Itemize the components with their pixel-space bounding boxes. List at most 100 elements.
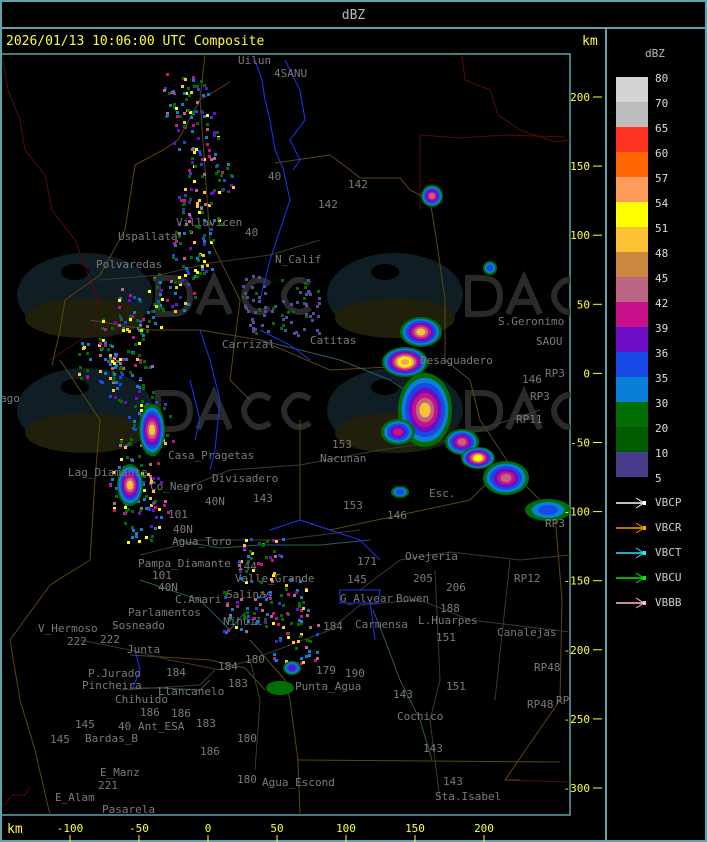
echo-pixel	[309, 293, 312, 296]
storm-cell	[538, 505, 558, 515]
echo-pixel	[143, 498, 146, 501]
echo-pixel	[157, 462, 160, 465]
lake-shore	[259, 329, 311, 361]
echo-pixel	[223, 179, 226, 182]
echo-pixel	[131, 526, 134, 529]
echo-pixel	[182, 210, 185, 213]
echo-pixel	[251, 552, 254, 555]
echo-pixel	[157, 300, 160, 303]
legend-value: 10	[655, 447, 669, 460]
echo-pixel	[136, 319, 139, 322]
echo-pixel	[140, 507, 143, 510]
echo-pixel	[220, 174, 223, 177]
echo-pixel	[290, 578, 293, 581]
place-label: Sta.Isabel	[435, 790, 501, 803]
echo-pixel	[150, 481, 153, 484]
road	[99, 239, 321, 281]
place-label: 40N	[158, 581, 178, 594]
echo-pixel	[151, 310, 154, 313]
echo-pixel	[183, 202, 186, 205]
echo-pixel	[135, 535, 138, 538]
echo-pixel	[306, 639, 309, 642]
echo-pixel	[273, 657, 276, 660]
echo-pixel	[196, 275, 199, 278]
echo-pixel	[109, 484, 112, 487]
echo-pixel	[200, 163, 203, 166]
echo-pixel	[228, 619, 231, 622]
echo-pixel	[299, 635, 302, 638]
echo-pixel	[129, 318, 132, 321]
echo-pixel	[230, 174, 233, 177]
echo-pixel	[262, 544, 265, 547]
echo-pixel	[300, 620, 303, 623]
echo-pixel	[195, 148, 198, 151]
echo-pixel	[284, 329, 287, 332]
echo-pixel	[180, 199, 183, 202]
echo-pixel	[173, 106, 176, 109]
echo-pixel	[190, 188, 193, 191]
place-label: 221	[98, 779, 118, 792]
place-label: 186	[200, 745, 220, 758]
echo-pixel	[175, 240, 178, 243]
lake-shore	[199, 329, 221, 471]
echo-pixel	[155, 516, 158, 519]
echo-pixel	[265, 556, 268, 559]
echo-pixel	[293, 594, 296, 597]
echo-pixel	[120, 400, 123, 403]
echo-pixel	[142, 384, 145, 387]
echo-pixel	[270, 578, 273, 581]
echo-pixel	[145, 507, 148, 510]
echo-pixel	[140, 404, 143, 407]
echo-pixel	[189, 111, 192, 114]
echo-pixel	[154, 506, 157, 509]
radar-name: VBCU	[655, 571, 682, 584]
echo-pixel	[179, 296, 182, 299]
echo-pixel	[252, 299, 255, 302]
legend-value: 51	[655, 222, 669, 235]
echo-pixel	[309, 640, 312, 643]
echo-pixel	[282, 626, 285, 629]
echo-pixel	[116, 360, 119, 363]
echo-pixel	[142, 318, 145, 321]
place-label: Canalejas	[497, 626, 557, 639]
echo-pixel	[151, 535, 154, 538]
echo-pixel	[138, 455, 141, 458]
place-label: Junta	[127, 643, 160, 656]
place-label: Nihuil	[223, 615, 263, 628]
place-label: 184	[323, 620, 343, 633]
place-label: RP3	[545, 517, 565, 530]
echo-pixel	[226, 604, 229, 607]
echo-pixel	[199, 153, 202, 156]
echo-pixel	[126, 328, 129, 331]
echo-pixel	[187, 283, 190, 286]
echo-pixel	[246, 296, 249, 299]
echo-pixel	[245, 570, 248, 573]
echo-pixel	[143, 489, 146, 492]
echo-pixel	[240, 577, 243, 580]
echo-pixel	[203, 260, 206, 263]
echo-pixel	[152, 509, 155, 512]
echo-pixel	[293, 332, 296, 335]
echo-pixel	[199, 272, 202, 275]
echo-pixel	[109, 395, 112, 398]
legend-swatch	[616, 302, 648, 327]
legend-swatch	[616, 127, 648, 152]
echo-pixel	[247, 560, 250, 563]
echo-pixel	[209, 232, 212, 235]
echo-pixel	[183, 232, 186, 235]
radar-echoes	[78, 73, 570, 695]
echo-pixel	[300, 633, 303, 636]
place-label: RP48	[534, 661, 561, 674]
echo-pixel	[281, 279, 284, 282]
echo-pixel	[295, 647, 298, 650]
echo-pixel	[218, 191, 221, 194]
place-label: S.Geronimo	[498, 315, 564, 328]
y-tick-label: -300	[564, 782, 591, 795]
echo-pixel	[178, 196, 181, 199]
echo-pixel	[124, 321, 127, 324]
echo-pixel	[154, 500, 157, 503]
echo-pixel	[270, 615, 273, 618]
echo-pixel	[129, 294, 132, 297]
